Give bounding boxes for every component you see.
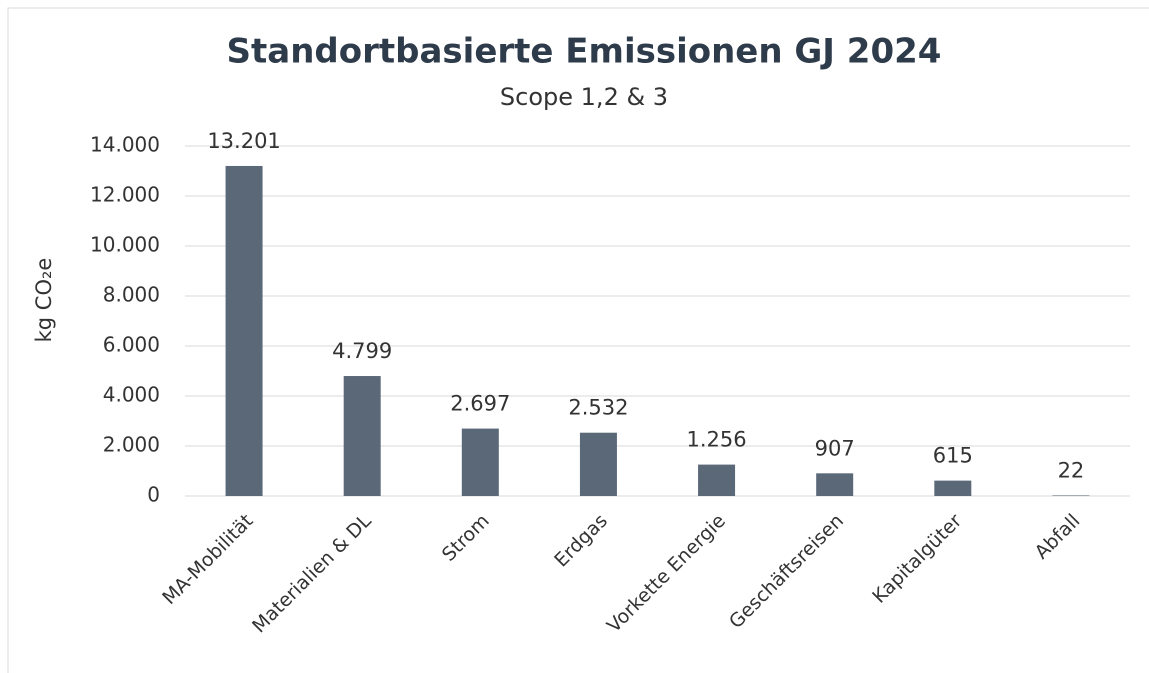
bar bbox=[934, 480, 972, 496]
value-label: 4.799 bbox=[332, 339, 392, 363]
bar bbox=[461, 428, 499, 496]
y-axis-label: kg CO₂e bbox=[32, 258, 56, 343]
y-tick-label: 12.000 bbox=[90, 183, 160, 207]
bar bbox=[225, 165, 263, 496]
x-tick-label: Abfall bbox=[1031, 510, 1085, 564]
bar bbox=[579, 432, 617, 496]
x-tick-label: Erdgas bbox=[550, 510, 612, 572]
bar bbox=[816, 473, 854, 496]
y-tick-label: 4.000 bbox=[103, 383, 160, 407]
y-tick-label: 14.000 bbox=[90, 133, 160, 157]
chart-title: Standortbasierte Emissionen GJ 2024 bbox=[227, 32, 942, 72]
value-label: 2.532 bbox=[568, 396, 628, 420]
y-tick-label: 6.000 bbox=[103, 333, 160, 357]
x-tick-label: MA-Mobilität bbox=[158, 510, 257, 609]
value-label: 615 bbox=[933, 444, 973, 468]
x-tick-label: Vorkette Energie bbox=[603, 510, 730, 637]
value-label: 2.697 bbox=[450, 392, 510, 416]
bar bbox=[343, 376, 381, 496]
x-tick-label: Materialien & DL bbox=[248, 510, 376, 638]
chart-border bbox=[7, 7, 1149, 673]
x-tick-label: Kapitalgüter bbox=[868, 510, 966, 608]
value-label: 1.256 bbox=[687, 428, 747, 452]
chart-subtitle: Scope 1,2 & 3 bbox=[500, 83, 668, 111]
x-tick-label: Geschäftsreisen bbox=[725, 510, 848, 633]
y-tick-label: 2.000 bbox=[103, 433, 160, 457]
y-tick-label: 0 bbox=[147, 483, 160, 507]
value-label: 907 bbox=[815, 436, 855, 460]
y-tick-label: 10.000 bbox=[90, 233, 160, 257]
value-label: 13.201 bbox=[207, 129, 280, 153]
bar bbox=[1052, 495, 1090, 496]
x-tick-label: Strom bbox=[438, 510, 494, 566]
y-tick-label: 8.000 bbox=[103, 283, 160, 307]
value-label: 22 bbox=[1058, 458, 1085, 482]
bar bbox=[698, 464, 736, 496]
